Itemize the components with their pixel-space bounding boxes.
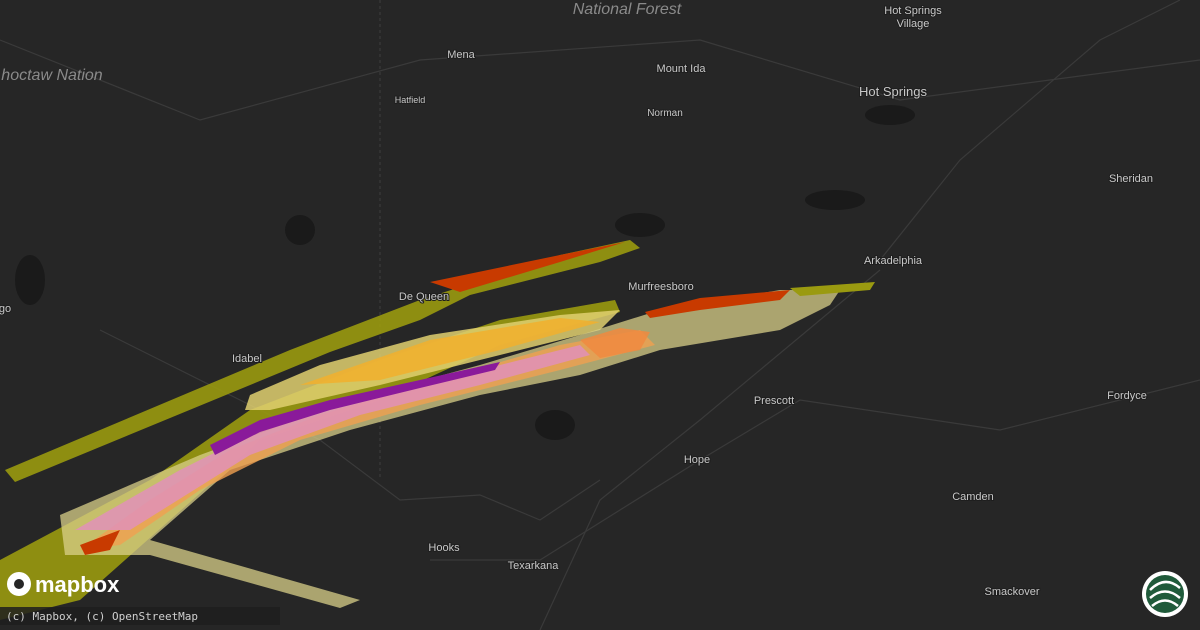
lake	[535, 410, 575, 440]
river	[99, 329, 601, 521]
attribution-background	[0, 607, 280, 625]
place-label: Mena	[447, 49, 475, 61]
place-label: Mount Ida	[657, 63, 707, 75]
swath	[645, 290, 790, 318]
brand-badge	[1142, 571, 1188, 617]
swath	[430, 242, 625, 292]
attribution: (c) Mapbox, (c) OpenStreetMap	[6, 610, 198, 623]
region-label: National Forest	[573, 1, 682, 18]
swath	[75, 345, 590, 530]
swath	[210, 362, 500, 455]
place-label: Idabel	[232, 353, 262, 365]
swath	[80, 530, 120, 555]
place-label: Texarkana	[508, 560, 560, 572]
place-label: Hope	[684, 454, 710, 466]
place-label: Murfreesboro	[628, 281, 693, 293]
place-label: Smackover	[984, 586, 1039, 598]
lake	[285, 215, 315, 245]
place-labels: National Forest Hot Springs Village hoct…	[0, 1, 1154, 599]
place-label: Sheridan	[1109, 173, 1153, 185]
place-label: De Queen	[399, 291, 449, 303]
road	[539, 269, 881, 630]
swath	[5, 240, 640, 482]
road	[879, 0, 1181, 261]
place-label: Camden	[952, 491, 994, 503]
place-label: Hot Springs	[859, 84, 927, 99]
lake	[805, 190, 865, 210]
swath	[790, 282, 875, 296]
badge-mark	[1149, 580, 1181, 607]
storm-swaths	[0, 240, 875, 620]
logo-icon-inner	[14, 579, 24, 589]
place-label: Arkadelphia	[864, 255, 923, 267]
lake	[615, 213, 665, 237]
swath	[580, 328, 650, 358]
mapbox-logo: mapbox	[7, 572, 120, 597]
place-label: go	[0, 303, 11, 315]
logo-text: mapbox	[35, 572, 120, 597]
lake	[15, 255, 45, 305]
region-label: hoctaw Nation	[1, 67, 102, 84]
place-label: Prescott	[754, 395, 794, 407]
place-label: Hooks	[428, 542, 460, 554]
swath	[300, 318, 600, 385]
water-bodies	[15, 105, 915, 440]
lake	[865, 105, 915, 125]
place-label: Village	[897, 18, 930, 30]
swath	[0, 300, 620, 620]
place-label: Norman	[647, 108, 683, 119]
place-label: Fordyce	[1107, 390, 1147, 402]
swath	[60, 290, 840, 608]
place-label: Hot Springs	[884, 5, 942, 17]
road	[430, 379, 1200, 561]
road	[0, 39, 1200, 121]
place-label: Hatfield	[395, 95, 426, 105]
